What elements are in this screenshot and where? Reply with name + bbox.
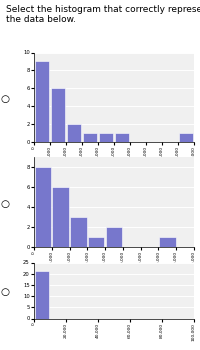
Bar [35,272,49,318]
Bar [35,167,51,247]
Bar [106,227,122,247]
Text: the data below.: the data below. [6,15,76,24]
Bar [88,237,104,247]
Bar [115,133,129,142]
Bar [51,88,65,142]
Bar [159,237,176,247]
Bar [67,124,81,142]
Bar [35,62,49,142]
Bar [70,217,87,247]
Bar [99,133,113,142]
Text: ○: ○ [0,199,10,209]
Bar [179,133,193,142]
Text: ○: ○ [0,94,10,104]
Text: ○: ○ [0,287,10,297]
Text: Select the histogram that correctly represents: Select the histogram that correctly repr… [6,5,200,14]
Bar [52,187,69,247]
Bar [83,133,97,142]
